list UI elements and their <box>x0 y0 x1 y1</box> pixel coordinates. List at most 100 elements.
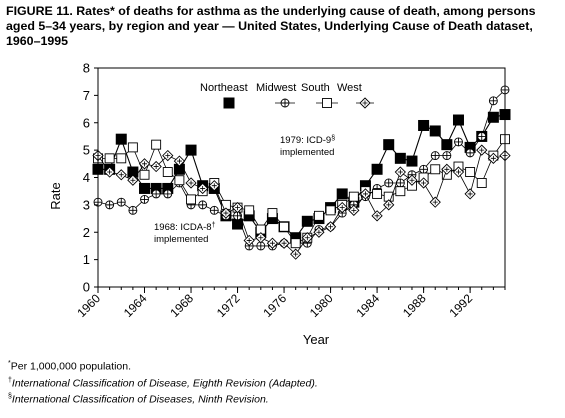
data-point <box>464 188 476 200</box>
data-point <box>267 208 278 219</box>
y-tick-label: 7 <box>83 88 90 103</box>
data-point <box>465 148 475 158</box>
data-point <box>290 238 301 249</box>
x-axis-label: Year <box>303 332 330 347</box>
data-point <box>279 221 290 232</box>
y-tick-label: 1 <box>83 252 90 267</box>
data-point <box>185 177 197 189</box>
data-point <box>244 205 255 216</box>
data-point <box>406 155 418 167</box>
data-point <box>477 131 487 141</box>
annotation-icda8-line2: implemented <box>154 234 208 245</box>
data-point <box>454 137 463 147</box>
x-tick-label: 1988 <box>400 291 429 320</box>
data-point <box>488 96 498 106</box>
y-axis-label: Rate <box>48 182 63 209</box>
data-point <box>429 196 441 208</box>
legend: Northeast Midwest South West <box>200 82 374 109</box>
data-point <box>115 169 127 181</box>
data-point <box>186 194 196 205</box>
x-tick-label: 1968 <box>167 291 196 320</box>
data-point <box>418 119 430 131</box>
footnote-rate: *Per 1,000,000 population. <box>8 360 131 373</box>
series-northeast <box>92 109 511 244</box>
footnotes: *Per 1,000,000 population. †Internationa… <box>8 357 318 407</box>
data-point <box>325 205 336 216</box>
data-point <box>162 167 173 177</box>
series-layer <box>92 85 511 260</box>
data-point <box>384 178 394 188</box>
x-tick-label: 1964 <box>121 291 150 320</box>
data-point <box>115 133 127 145</box>
data-point <box>394 166 406 178</box>
x-tick-label: 1976 <box>260 291 289 320</box>
data-point <box>419 164 429 174</box>
data-point <box>151 139 162 150</box>
data-point <box>465 167 476 177</box>
data-point <box>441 139 453 151</box>
data-point <box>430 164 441 175</box>
data-point <box>139 169 150 180</box>
data-point <box>395 186 406 197</box>
y-tick-label: 8 <box>83 61 90 76</box>
data-point <box>430 151 440 161</box>
data-point <box>371 163 383 175</box>
x-tick-label: 1972 <box>214 291 243 320</box>
annotations: 1979: ICD-9§ implemented 1968: ICDA-8† i… <box>154 135 335 245</box>
x-tick-label: 1984 <box>353 291 382 320</box>
x-tick-label: 1992 <box>446 291 475 320</box>
axes: 0 1 2 3 4 5 6 7 8 1960 1964 1968 1972 1976 1980 1984 198… <box>74 61 506 320</box>
data-point <box>394 152 406 164</box>
data-point <box>104 153 115 164</box>
series-south <box>93 134 510 249</box>
annotation-icd9-line2: implemented <box>280 147 334 158</box>
data-point <box>313 210 324 221</box>
data-point <box>116 197 126 207</box>
data-point <box>185 144 197 156</box>
data-point <box>174 175 185 186</box>
series-midwest <box>93 85 510 251</box>
y-tick-label: 5 <box>83 143 90 158</box>
data-point <box>442 151 452 161</box>
legend-label-west: West <box>337 82 362 94</box>
data-point <box>198 200 208 210</box>
data-point <box>325 221 337 233</box>
x-tick-label: 1960 <box>74 291 103 320</box>
footnote-icda8: †International Classification of Disease… <box>8 376 318 390</box>
data-point <box>383 139 395 151</box>
data-point <box>487 111 499 123</box>
series-west <box>92 144 511 260</box>
data-point <box>301 215 313 227</box>
legend-label-south: South <box>301 82 330 94</box>
data-point <box>151 189 161 199</box>
data-point <box>372 188 383 199</box>
y-tick-label: 4 <box>83 170 90 185</box>
data-point <box>348 191 359 202</box>
legend-marker-northeast <box>223 97 235 109</box>
data-point <box>476 144 488 156</box>
legend-marker-midwest <box>280 98 290 108</box>
y-tick-label: 0 <box>83 280 90 295</box>
data-point <box>209 205 219 215</box>
y-tick-label: 6 <box>83 115 90 130</box>
data-point <box>105 200 115 210</box>
legend-marker-west <box>359 97 371 109</box>
data-point <box>336 188 348 200</box>
data-point <box>429 125 441 137</box>
legend-marker-south <box>322 98 332 108</box>
figure-title: FIGURE 11. Rates* of deaths for asthma a… <box>6 4 536 48</box>
annotation-icd9: 1979: ICD-9§ <box>280 135 335 146</box>
data-point <box>116 153 127 164</box>
data-point <box>140 194 149 204</box>
data-point <box>127 142 138 153</box>
data-point <box>452 114 464 126</box>
x-tick-label: 1980 <box>307 291 336 320</box>
footnote-icd9: §International Classification of Disease… <box>8 393 269 406</box>
data-point <box>476 178 487 188</box>
data-point <box>139 182 151 194</box>
legend-label-midwest: Midwest <box>256 82 296 94</box>
y-tick-label: 3 <box>83 197 90 212</box>
data-point <box>163 189 173 199</box>
data-point <box>128 205 138 215</box>
y-tick-label: 2 <box>83 225 90 240</box>
